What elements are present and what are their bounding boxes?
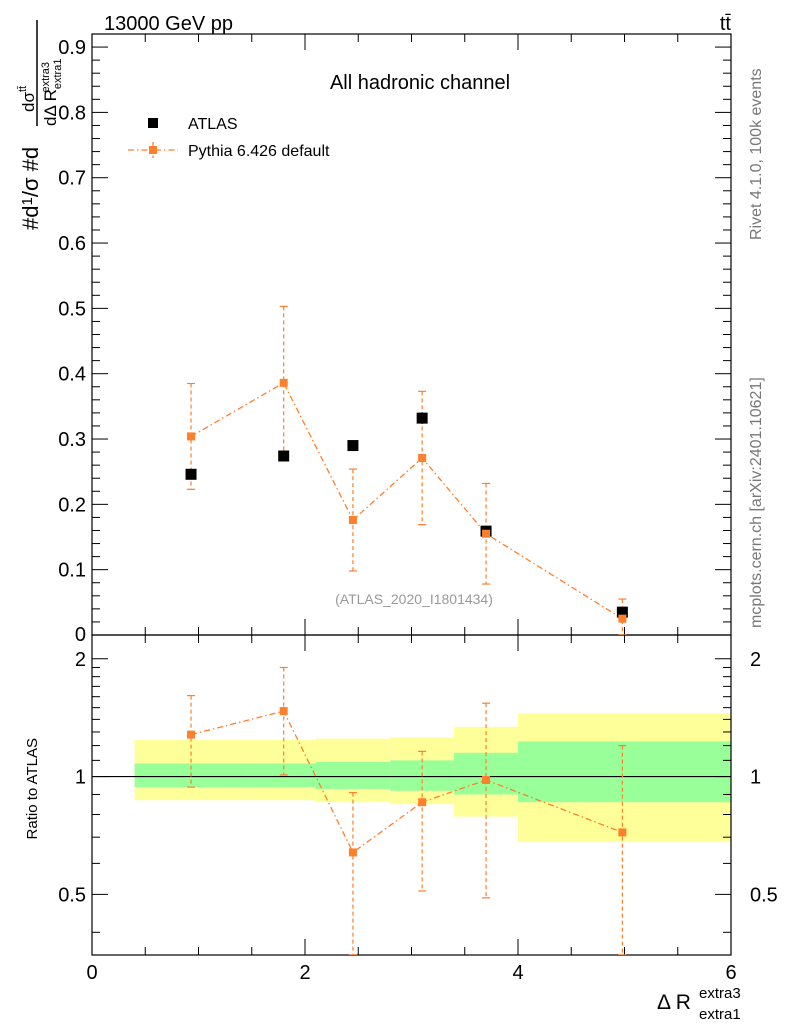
ratio-panel: 0.5 0.5 1 1 2 2 0 2 4 6 bbox=[58, 635, 778, 984]
main-ytick-label: 0.1 bbox=[58, 560, 86, 582]
legend: ATLAS Pythia 6.426 default bbox=[128, 116, 330, 160]
legend-atlas-marker bbox=[148, 118, 158, 128]
ratio-y-axis-label: Ratio to ATLAS bbox=[24, 738, 41, 839]
collision-label: 13000 GeV pp bbox=[104, 13, 233, 35]
legend-atlas-label: ATLAS bbox=[188, 116, 238, 133]
main-ytick-label: 0.7 bbox=[58, 168, 86, 190]
main-data bbox=[185, 305, 628, 635]
ratio-ytick-label-right: 1 bbox=[750, 767, 761, 789]
xtick-label: 4 bbox=[512, 962, 523, 984]
ratio-data bbox=[187, 666, 627, 955]
ratio-pythia-point bbox=[279, 707, 288, 716]
process-label: tt̄ bbox=[720, 13, 732, 35]
pythia-point bbox=[348, 516, 357, 525]
ratio-band-inner bbox=[518, 741, 731, 803]
svg-text:dσtt̄: dσtt̄ bbox=[17, 86, 38, 112]
mcplots-label: mcplots.cern.ch [arXiv:2401.10621] bbox=[748, 377, 765, 628]
legend-pythia-marker bbox=[149, 146, 157, 154]
analysis-id-label: (ATLAS_2020_I1801434) bbox=[335, 591, 493, 607]
pythia-line bbox=[190, 381, 623, 620]
x-axis-label: Δ R extra3 extra1 bbox=[657, 985, 741, 1023]
main-ytick-label-zero: 0 bbox=[75, 624, 86, 646]
rivet-info-label: Rivet 4.1.0, 100k events bbox=[748, 68, 765, 240]
ratio-pythia-point bbox=[482, 775, 491, 784]
main-ytick-label: 0.5 bbox=[58, 298, 86, 320]
main-y-axis-label: #d1/σ #d dσtt̄ dΔ Rextra1extra3 bbox=[17, 20, 64, 230]
ratio-pythia-point bbox=[418, 798, 427, 807]
xtick-label: 6 bbox=[725, 962, 736, 984]
main-ytick-label: 0.4 bbox=[58, 364, 86, 386]
x-axis-label-sub: extra1 bbox=[699, 1006, 741, 1023]
ratio-band-inner bbox=[315, 761, 391, 789]
main-ytick-label: 0.8 bbox=[58, 102, 86, 124]
ratio-pythia-point bbox=[618, 828, 627, 837]
xtick-label: 0 bbox=[86, 962, 97, 984]
main-ytick-label: 0.9 bbox=[58, 37, 86, 59]
pythia-point bbox=[418, 453, 427, 462]
pythia-point bbox=[279, 378, 288, 387]
svg-text:#d1/σ #d: #d1/σ #d bbox=[18, 147, 43, 230]
ratio-ytick-label-right: 0.5 bbox=[750, 884, 778, 906]
main-ytick-label: 0.6 bbox=[58, 233, 86, 255]
x-axis-label-sup: extra3 bbox=[699, 985, 741, 1002]
ratio-pythia-point bbox=[187, 730, 196, 739]
ratio-bands bbox=[134, 713, 731, 843]
ratio-frame bbox=[91, 634, 732, 956]
pythia-point bbox=[482, 529, 491, 538]
legend-pythia-label: Pythia 6.426 default bbox=[188, 143, 330, 160]
main-title: All hadronic channel bbox=[330, 72, 510, 94]
pythia-point bbox=[187, 432, 196, 441]
ratio-pythia-point bbox=[348, 848, 357, 857]
main-ytick-label: 0.2 bbox=[58, 494, 86, 516]
main-ytick-label: 0.3 bbox=[58, 429, 86, 451]
ratio-ytick-label-left: 1 bbox=[75, 767, 86, 789]
main-panel: 0.1 0.2 0.3 0.4 0.5 0.6 0.7 0.8 0.9 0 bbox=[58, 34, 732, 646]
pythia-point bbox=[618, 614, 627, 623]
ratio-ytick-label-left: 2 bbox=[75, 649, 86, 671]
ratio-ytick-label-right: 2 bbox=[750, 649, 761, 671]
x-axis-label-main: Δ R bbox=[657, 991, 691, 1014]
ratio-ytick-label-left: 0.5 bbox=[58, 884, 86, 906]
xtick-label: 2 bbox=[299, 962, 310, 984]
